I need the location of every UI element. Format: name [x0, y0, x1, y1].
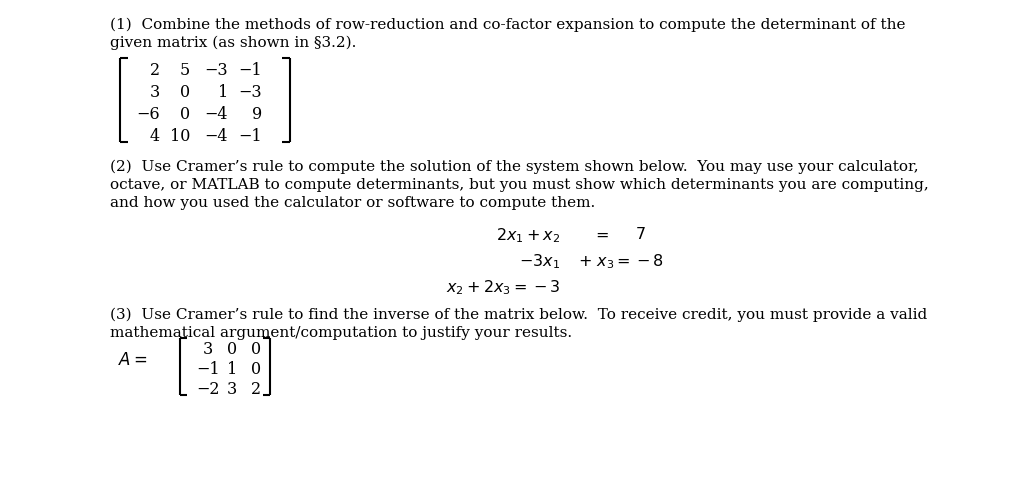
Text: octave, or MATLAB to compute determinants, but you must show which determinants : octave, or MATLAB to compute determinant…: [110, 178, 929, 192]
Text: $-3x_1$: $-3x_1$: [519, 252, 560, 270]
Text: 10: 10: [170, 128, 190, 145]
Text: 3: 3: [203, 341, 213, 358]
Text: −3: −3: [239, 84, 262, 101]
Text: $=$: $=$: [592, 226, 608, 243]
Text: −3: −3: [205, 62, 228, 79]
Text: 0: 0: [227, 341, 238, 358]
Text: (2)  Use Cramer’s rule to compute the solution of the system shown below.  You m: (2) Use Cramer’s rule to compute the sol…: [110, 160, 919, 174]
Text: $A =$: $A =$: [118, 352, 147, 369]
Text: −1: −1: [239, 62, 262, 79]
Text: and how you used the calculator or software to compute them.: and how you used the calculator or softw…: [110, 196, 595, 210]
Text: −6: −6: [136, 106, 160, 123]
Text: 1: 1: [218, 84, 228, 101]
Text: $2x_1 + x_2$: $2x_1 + x_2$: [496, 226, 560, 245]
Text: 1: 1: [227, 361, 238, 378]
Text: 3: 3: [227, 381, 238, 398]
Text: 0: 0: [180, 84, 190, 101]
Text: (1)  Combine the methods of row-reduction and co-factor expansion to compute the: (1) Combine the methods of row-reduction…: [110, 18, 905, 32]
Text: $x_2 + 2x_3 = -3$: $x_2 + 2x_3 = -3$: [445, 278, 560, 297]
Text: 5: 5: [180, 62, 190, 79]
Text: 2: 2: [150, 62, 160, 79]
Text: 2: 2: [251, 381, 261, 398]
Text: given matrix (as shown in §3.2).: given matrix (as shown in §3.2).: [110, 36, 356, 50]
Text: −1: −1: [239, 128, 262, 145]
Text: $7$: $7$: [635, 226, 646, 243]
Text: 0: 0: [251, 361, 261, 378]
Text: mathematical argument/computation to justify your results.: mathematical argument/computation to jus…: [110, 326, 572, 340]
Text: −4: −4: [205, 128, 228, 145]
Text: $+\ x_3 = -8$: $+\ x_3 = -8$: [578, 252, 664, 270]
Text: (3)  Use Cramer’s rule to find the inverse of the matrix below.  To receive cred: (3) Use Cramer’s rule to find the invers…: [110, 308, 928, 322]
Text: −1: −1: [197, 361, 220, 378]
Text: 9: 9: [252, 106, 262, 123]
Text: 4: 4: [150, 128, 160, 145]
Text: 0: 0: [251, 341, 261, 358]
Text: −4: −4: [205, 106, 228, 123]
Text: −2: −2: [197, 381, 220, 398]
Text: 3: 3: [150, 84, 160, 101]
Text: 0: 0: [180, 106, 190, 123]
